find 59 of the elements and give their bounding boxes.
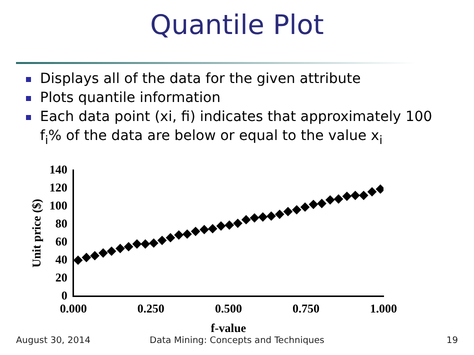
point	[158, 236, 167, 245]
point	[82, 253, 91, 262]
y-tick-label: 140	[49, 162, 68, 176]
text: Displays all of the data for the given attribute	[40, 70, 362, 89]
point	[317, 199, 326, 208]
y-tick-label: 20	[55, 270, 68, 284]
point	[166, 233, 175, 242]
point	[233, 218, 242, 228]
point	[368, 187, 377, 196]
point	[275, 210, 284, 219]
point	[90, 251, 100, 260]
point	[376, 184, 384, 194]
x-tick-label: 0.000	[60, 301, 87, 316]
y-tick-label: 40	[55, 252, 68, 266]
point	[250, 213, 259, 222]
x-tick-label: 1.000	[370, 301, 397, 316]
point	[266, 212, 276, 221]
y-tick-label: 120	[49, 180, 68, 194]
point	[208, 224, 218, 234]
point	[74, 256, 83, 265]
x-tick-label: 0.750	[292, 301, 320, 316]
point	[107, 246, 116, 256]
text: Plots quantile information	[40, 89, 222, 108]
y-tick-label: 60	[55, 234, 68, 248]
point	[149, 238, 158, 248]
point	[140, 240, 150, 248]
point	[191, 226, 200, 236]
text: 19	[446, 336, 458, 346]
point	[300, 202, 310, 212]
text: Data Mining: Concepts and Techniques	[150, 336, 324, 346]
point	[326, 195, 335, 204]
point	[182, 230, 192, 239]
y-tick-label: 100	[49, 198, 68, 212]
point	[308, 200, 318, 209]
point	[224, 220, 234, 230]
point	[258, 212, 268, 222]
y-axis-title: Unit price ($)	[29, 198, 44, 268]
point	[283, 207, 292, 216]
point	[359, 190, 368, 200]
point	[216, 222, 226, 230]
x-tick-label: 0.500	[214, 301, 242, 316]
y-tick-label: 0	[61, 288, 68, 302]
point	[98, 248, 108, 258]
point	[124, 242, 134, 252]
point	[174, 230, 184, 240]
point	[350, 190, 360, 200]
point	[132, 240, 142, 248]
chart-title: Quantile Plot	[149, 10, 325, 41]
y-tick-label: 80	[55, 216, 68, 230]
point	[342, 192, 352, 201]
text: August 30, 2014	[16, 336, 90, 346]
x-axis-title: f-value	[210, 320, 247, 335]
point	[200, 225, 209, 234]
point	[242, 215, 251, 224]
text: Each data point (xi, fi) indicates that approximately 100 f$_{i}$% of the data are below or equal to the value x$_{i}$	[40, 108, 434, 149]
x-tick-label: 0.250	[137, 301, 164, 316]
point	[334, 194, 344, 204]
point	[292, 205, 302, 214]
point	[116, 244, 125, 253]
